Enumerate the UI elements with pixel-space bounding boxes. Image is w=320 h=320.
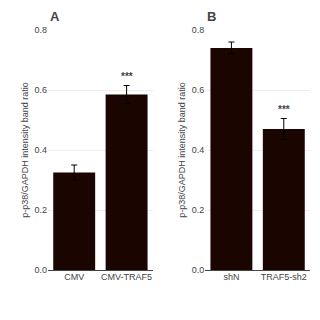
svg-text:shN: shN xyxy=(223,272,239,282)
svg-text:p-p38/GAPDH intensity band rat: p-p38/GAPDH intensity band ratio xyxy=(177,82,187,218)
svg-text:B: B xyxy=(207,9,216,24)
svg-text:0.8: 0.8 xyxy=(34,25,47,35)
svg-text:0.8: 0.8 xyxy=(192,25,205,35)
svg-text:0.2: 0.2 xyxy=(192,205,205,215)
svg-text:p-p38/GAPDH intensity band rat: p-p38/GAPDH intensity band ratio xyxy=(20,82,30,218)
svg-text:0.6: 0.6 xyxy=(34,85,47,95)
svg-text:TRAF5-sh2: TRAF5-sh2 xyxy=(261,272,307,282)
svg-text:***: *** xyxy=(278,104,290,115)
svg-text:***: *** xyxy=(121,71,133,82)
svg-text:A: A xyxy=(50,9,60,24)
svg-text:0.4: 0.4 xyxy=(192,145,205,155)
svg-text:0.2: 0.2 xyxy=(34,205,47,215)
svg-text:0.0: 0.0 xyxy=(34,265,47,275)
svg-text:CMV-TRAF5: CMV-TRAF5 xyxy=(101,272,152,282)
svg-text:CMV: CMV xyxy=(64,272,84,282)
svg-text:0.6: 0.6 xyxy=(192,85,205,95)
svg-text:0.0: 0.0 xyxy=(192,265,205,275)
svg-text:0.4: 0.4 xyxy=(34,145,47,155)
